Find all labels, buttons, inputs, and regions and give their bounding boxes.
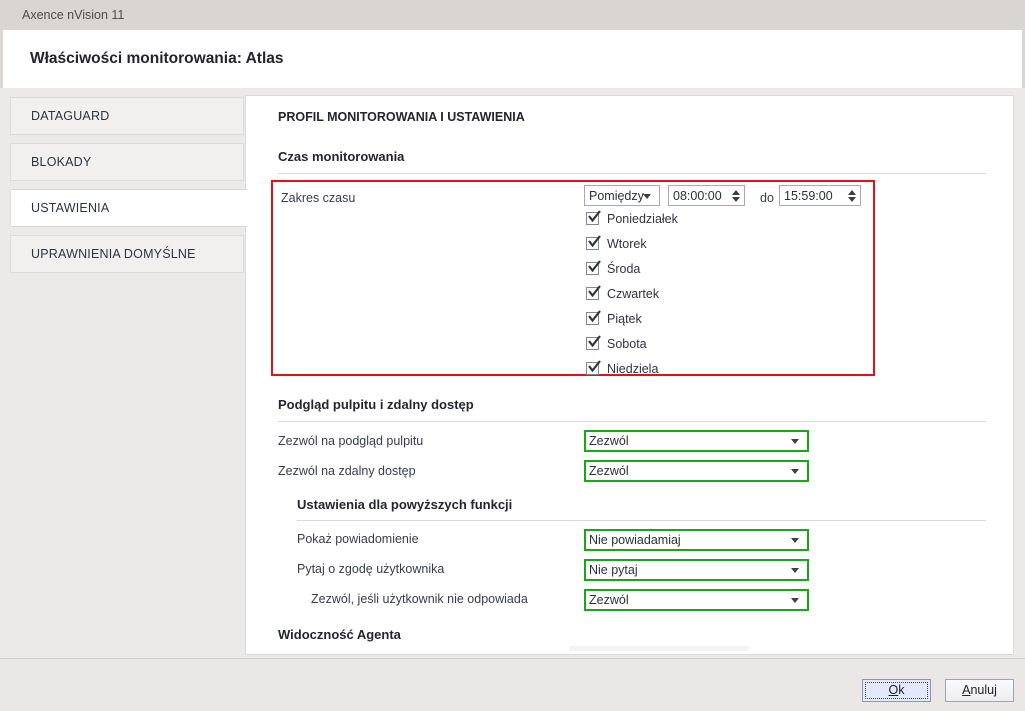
cancel-rest: nuluj [970,683,997,697]
time-from-input[interactable]: 08:00:00 [668,185,745,206]
remote-access-label: Zezwól na zdalny dostęp [278,464,416,478]
checkmark-icon [588,235,601,248]
chevron-down-icon [643,193,651,199]
chevron-down-icon [791,598,799,603]
allow-if-no-response-select[interactable]: Zezwól [584,589,809,611]
checkmark-icon [588,260,601,273]
time-mode-select[interactable]: Pomiędzy [584,185,660,206]
day-checkbox[interactable] [586,260,601,275]
separator [278,173,986,174]
show-notification-label: Pokaż powiadomienie [297,532,419,546]
day-row: Środa [586,256,640,281]
spinner-arrows [731,188,740,204]
cancel-mnemonic: A [962,683,971,697]
tab-dataguard[interactable]: DATAGUARD [10,97,244,135]
separator [278,421,986,422]
spinner-up-icon[interactable] [847,190,856,195]
show-notification-value: Nie powiadamiaj [589,533,681,547]
time-to-input[interactable]: 15:59:00 [779,185,861,206]
day-row: Niedziela [586,356,658,381]
time-to-value: 15:59:00 [784,188,833,203]
remote-access-select[interactable]: Zezwól [584,460,809,482]
day-checkbox[interactable] [586,335,601,350]
day-checkbox[interactable] [586,285,601,300]
day-label: Poniedziałek [607,211,678,226]
checkmark-icon [588,285,601,298]
ok-rest: k [898,683,905,697]
day-row: Sobota [586,331,647,356]
ok-mnemonic: O [888,683,899,697]
chevron-down-icon [791,568,799,573]
day-label: Sobota [607,336,647,351]
tab-blokady[interactable]: BLOKADY [10,143,244,181]
chevron-down-icon [791,538,799,543]
app-title: Axence nVision 11 [22,8,125,22]
day-label: Środa [607,261,641,276]
cancel-button[interactable]: Anuluj [945,679,1014,702]
page-title: PROFIL MONITOROWANIA I USTAWIENIA [278,110,525,124]
spinner-arrows [847,188,856,204]
desktop-view-value: Zezwól [589,434,629,448]
tab-label: BLOKADY [31,155,92,169]
desktop-view-select[interactable]: Zezwól [584,430,809,452]
desktop-access-header: Podgląd pulpitu i zdalny dostęp [278,397,474,412]
ask-consent-select[interactable]: Nie pytaj [584,559,809,581]
day-row: Poniedziałek [586,206,678,231]
tab-label: USTAWIENIA [31,201,110,215]
day-label: Czwartek [607,286,660,301]
day-checkbox[interactable] [586,210,601,225]
time-monitoring-highlight: Zakres czasu Pomiędzy 08:00:00 do 15:59:… [271,180,875,376]
monitoring-time-header: Czas monitorowania [278,149,405,164]
remote-access-value: Zezwól [589,464,629,478]
function-settings-header: Ustawienia dla powyższych funkcji [297,497,513,512]
cutoff-control-edge [569,646,749,651]
desktop-view-label: Zezwól na podgląd pulpitu [278,434,424,448]
to-label: do [760,191,774,205]
day-label: Piątek [607,311,642,326]
tab-label: UPRAWNIENIA DOMYŚLNE [31,247,196,261]
chevron-down-icon [791,469,799,474]
time-from-value: 08:00:00 [673,188,722,203]
agent-visibility-header: Widoczność Agenta [278,627,401,642]
spinner-down-icon[interactable] [847,197,856,202]
checkmark-icon [588,310,601,323]
checkmark-icon [588,210,601,223]
day-label: Wtorek [607,236,647,251]
spinner-up-icon[interactable] [731,190,740,195]
day-checkbox[interactable] [586,360,601,375]
settings-panel: PROFIL MONITOROWANIA I USTAWIENIA Czas m… [245,95,1014,655]
day-checkbox[interactable] [586,310,601,325]
day-row: Piątek [586,306,642,331]
tab-uprawnienia-domyslne[interactable]: UPRAWNIENIA DOMYŚLNE [10,235,244,273]
tab-label: DATAGUARD [31,109,110,123]
dialog-header: Właściwości monitorowania: Atlas [3,30,1022,88]
day-checkbox[interactable] [586,235,601,250]
time-range-label: Zakres czasu [281,191,356,205]
ok-button[interactable]: Ok [862,679,931,702]
ask-consent-label: Pytaj o zgodę użytkownika [297,562,445,576]
allow-if-no-response-value: Zezwól [589,593,629,607]
day-row: Wtorek [586,231,647,256]
allow-if-no-response-label: Zezwól, jeśli użytkownik nie odpowiada [311,592,528,606]
ask-consent-value: Nie pytaj [589,563,638,577]
checkmark-icon [588,335,601,348]
time-mode-value: Pomiędzy [589,188,644,203]
dialog-title: Właściwości monitorowania: Atlas [30,50,284,67]
spinner-down-icon[interactable] [731,197,740,202]
dialog-footer: Ok Anuluj [0,658,1025,711]
separator [297,520,986,521]
day-row: Czwartek [586,281,659,306]
day-label: Niedziela [607,361,659,376]
chevron-down-icon [791,439,799,444]
checkmark-icon [588,360,601,373]
dialog-body: DATAGUARD BLOKADY USTAWIENIA UPRAWNIENIA… [0,88,1025,658]
window-titlebar: Axence nVision 11 [0,0,1025,30]
show-notification-select[interactable]: Nie powiadamiaj [584,529,809,551]
tab-ustawienia[interactable]: USTAWIENIA [10,189,248,227]
